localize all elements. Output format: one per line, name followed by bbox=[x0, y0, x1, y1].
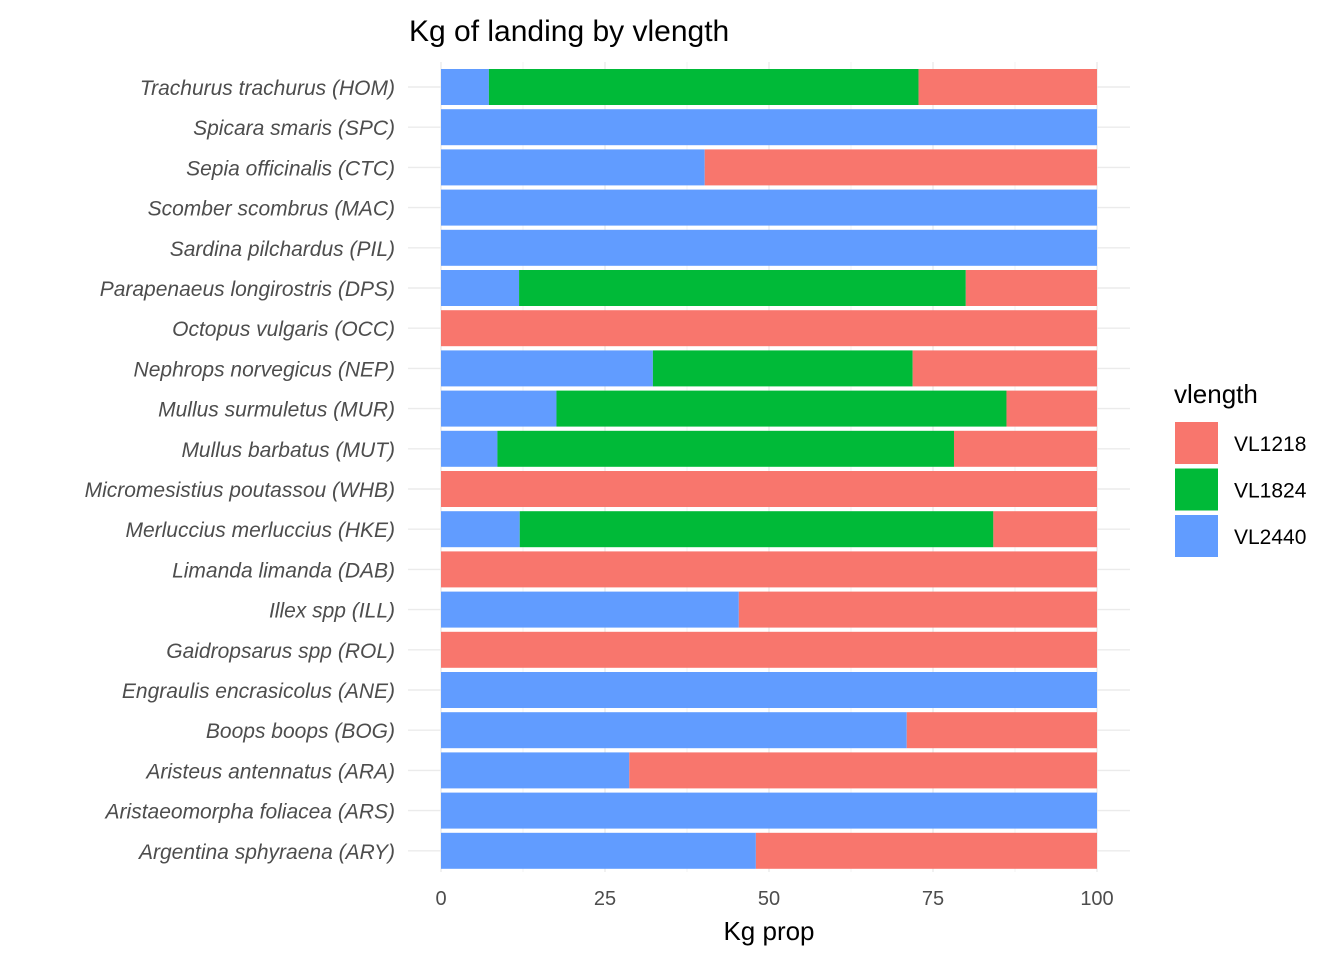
y-tick-label: Aristeus antennatus (ARA) bbox=[144, 760, 395, 783]
bar-vl1218 bbox=[441, 551, 1097, 588]
bar-vl2440 bbox=[441, 511, 520, 548]
y-tick-label: Merluccius merluccius (HKE) bbox=[125, 519, 395, 542]
bar-vl1824 bbox=[556, 390, 1007, 427]
bar-vl1218 bbox=[906, 712, 1097, 749]
legend: vlength VL1218 VL1824 VL2440 bbox=[1174, 379, 1307, 557]
y-tick-label: Illex spp (ILL) bbox=[269, 600, 395, 623]
bar-vl1218 bbox=[441, 471, 1097, 507]
bar-vl1218 bbox=[965, 270, 1097, 306]
bar-vl2440 bbox=[441, 390, 557, 427]
y-tick-label: Aristaeomorpha foliacea (ARS) bbox=[104, 801, 395, 824]
y-tick-label: Scomber scombrus (MAC) bbox=[148, 198, 395, 221]
y-tick-label: Mullus surmuletus (MUR) bbox=[158, 399, 395, 422]
bar-vl1218 bbox=[993, 511, 1097, 548]
bar-vl2440 bbox=[441, 189, 1097, 226]
bar-vl1218 bbox=[918, 69, 1097, 105]
bar-vl1824 bbox=[519, 511, 994, 548]
bar-vl2440 bbox=[441, 430, 498, 467]
legend-key-vl1218 bbox=[1175, 422, 1218, 464]
bar-vl2440 bbox=[441, 591, 739, 628]
legend-title: vlength bbox=[1174, 379, 1258, 409]
bar-vl2440 bbox=[441, 149, 705, 186]
y-tick-label: Mullus barbatus (MUT) bbox=[181, 439, 395, 462]
bar-vl2440 bbox=[441, 69, 489, 105]
legend-key-vl1824 bbox=[1175, 468, 1218, 511]
y-tick-label: Boops boops (BOG) bbox=[206, 720, 395, 743]
bar-vl1218 bbox=[441, 310, 1097, 347]
y-tick-label: Parapenaeus longirostris (DPS) bbox=[100, 278, 395, 301]
bar-vl2440 bbox=[441, 752, 630, 789]
chart-title: Kg of landing by vlength bbox=[409, 15, 729, 48]
x-tick-label: 0 bbox=[435, 888, 446, 910]
legend-label: VL1824 bbox=[1234, 480, 1307, 503]
x-tick-label: 100 bbox=[1080, 888, 1113, 910]
bar-vl1218 bbox=[738, 591, 1097, 628]
bar-vl1218 bbox=[704, 149, 1097, 186]
bar-vl1824 bbox=[488, 69, 919, 105]
bar-vl1824 bbox=[497, 430, 954, 467]
y-tick-label: Nephrops norvegicus (NEP) bbox=[134, 358, 395, 381]
bar-vl2440 bbox=[441, 270, 520, 306]
bar-vl2440 bbox=[441, 712, 907, 749]
y-tick-label: Sepia officinalis (CTC) bbox=[186, 157, 395, 180]
bar-vl2440 bbox=[441, 832, 756, 869]
y-tick-label: Engraulis encrasicolus (ANE) bbox=[122, 680, 395, 703]
bars bbox=[441, 69, 1097, 869]
y-tick-label: Octopus vulgaris (OCC) bbox=[172, 318, 395, 341]
x-axis-tick-labels: 0 25 50 75 100 bbox=[435, 888, 1113, 910]
bar-vl2440 bbox=[441, 229, 1097, 266]
y-axis-labels: Trachurus trachurus (HOM) Spicara smaris … bbox=[85, 77, 395, 864]
x-axis-title: Kg prop bbox=[723, 916, 814, 946]
y-tick-label: Trachurus trachurus (HOM) bbox=[140, 77, 395, 100]
bar-vl1824 bbox=[652, 350, 913, 387]
x-tick-label: 50 bbox=[758, 888, 780, 910]
x-tick-label: 25 bbox=[594, 888, 616, 910]
bar-vl1218 bbox=[1006, 390, 1097, 427]
legend-label: VL2440 bbox=[1234, 526, 1306, 549]
legend-label: VL1218 bbox=[1234, 433, 1306, 456]
bar-vl2440 bbox=[441, 792, 1097, 829]
bar-vl2440 bbox=[441, 672, 1097, 708]
bar-vl2440 bbox=[441, 109, 1097, 146]
y-tick-label: Gaidropsarus spp (ROL) bbox=[166, 640, 395, 663]
y-tick-label: Argentina sphyraena (ARY) bbox=[137, 841, 395, 864]
bar-vl1824 bbox=[519, 270, 966, 306]
bar-vl1218 bbox=[912, 350, 1097, 387]
bar-vl1218 bbox=[953, 430, 1097, 467]
bar-vl2440 bbox=[441, 350, 653, 387]
y-tick-label: Limanda limanda (DAB) bbox=[172, 559, 395, 582]
y-tick-label: Micromesistius poutassou (WHB) bbox=[85, 479, 395, 502]
x-tick-label: 75 bbox=[922, 888, 944, 910]
legend-key-vl2440 bbox=[1175, 515, 1218, 557]
bar-vl1218 bbox=[629, 752, 1097, 789]
y-tick-label: Sardina pilchardus (PIL) bbox=[170, 238, 395, 261]
bar-vl1218 bbox=[441, 631, 1097, 668]
y-tick-label: Spicara smaris (SPC) bbox=[193, 117, 395, 140]
bar-vl1218 bbox=[755, 832, 1097, 869]
